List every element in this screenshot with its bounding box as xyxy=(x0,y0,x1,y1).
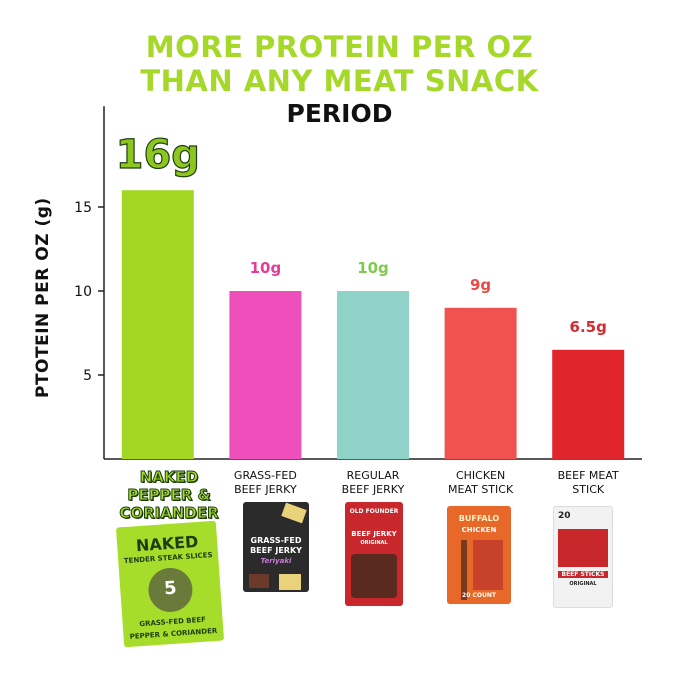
bar-2 xyxy=(337,291,409,459)
grass-fed-package-line-2: BEEF JERKY xyxy=(250,546,302,555)
data-label-1: 10g xyxy=(250,259,282,277)
regular-package-title: BEEF JERKY xyxy=(351,530,397,538)
chicken-stick-package: BUFFALO CHICKEN 20 COUNT xyxy=(447,506,511,604)
meat-stick-shape xyxy=(461,540,467,600)
chicken-package-title: CHICKEN xyxy=(461,526,497,534)
chicken-package-count: 20 COUNT xyxy=(462,592,496,599)
grass-fed-package-flavor: Teriyaki xyxy=(260,557,292,565)
data-label-0: 16g xyxy=(116,132,200,178)
data-label-2: 10g xyxy=(357,259,389,277)
naked-package: NAKED TENDER STEAK SLICES 5 GRASS-FED BE… xyxy=(115,520,225,648)
category-label-3-0: CHICKEN xyxy=(456,469,505,482)
regular-jerky-package: OLD FOUNDER BEEF JERKY ORIGINAL xyxy=(345,502,403,606)
bar-4 xyxy=(552,349,625,459)
category-label-2-0: REGULAR xyxy=(347,469,400,482)
chicken-package-brand: BUFFALO xyxy=(458,514,500,523)
chart-title-line-1: MORE PROTEIN PER OZ xyxy=(145,30,534,64)
beef-package-title: BEEF STICKS xyxy=(558,571,608,578)
category-label-1-0: GRASS-FED xyxy=(234,469,297,482)
data-label-3: 9g xyxy=(470,276,491,294)
naked-package-number: 5 xyxy=(163,577,178,600)
beef-package-count: 20 xyxy=(558,511,571,521)
y-tick-label-0: 5 xyxy=(83,368,92,384)
category-label-4-0: BEEF MEAT xyxy=(558,469,619,482)
regular-package-flavor: ORIGINAL xyxy=(360,540,388,546)
bar-1 xyxy=(229,291,302,459)
naked-label-line-2: PEPPER & xyxy=(127,486,211,505)
jerky-window-shape xyxy=(351,554,397,598)
naked-category-label: NAKED PEPPER & CORIANDER xyxy=(104,468,234,523)
y-tick-label-2: 15 xyxy=(74,200,92,216)
stick-pack-shape xyxy=(473,540,503,590)
category-label-1-1: BEEF JERKY xyxy=(234,483,297,496)
data-label-4: 6.5g xyxy=(570,318,607,336)
chart-title-line-2: THAN ANY MEAT SNACK xyxy=(140,64,539,98)
bar-3 xyxy=(444,307,517,459)
category-label-4-1: STICK xyxy=(572,483,605,496)
naked-label-line-3: CORIANDER xyxy=(119,504,219,523)
jerky-piece-shape xyxy=(281,502,307,524)
naked-package-flavor: PEPPER & CORIANDER xyxy=(129,626,218,641)
regular-package-brand: OLD FOUNDER xyxy=(349,508,399,515)
jerky-piece-shape-3 xyxy=(279,574,301,590)
chart-subtitle: PERIOD xyxy=(286,99,393,128)
bar-0 xyxy=(121,190,194,459)
category-label-2-1: BEEF JERKY xyxy=(342,483,405,496)
stick-rows-shape xyxy=(558,529,608,567)
beef-stick-package: 20 BEEF STICKS ORIGINAL xyxy=(553,506,613,608)
grass-fed-jerky-package: GRASS-FED BEEF JERKY Teriyaki xyxy=(243,502,309,592)
naked-label-line-1: NAKED xyxy=(139,468,199,487)
jerky-piece-shape-2 xyxy=(249,574,269,588)
category-label-3-1: MEAT STICK xyxy=(448,483,514,496)
beef-package-flavor: ORIGINAL xyxy=(569,581,597,587)
y-tick-label-1: 10 xyxy=(74,284,92,300)
grass-fed-package-line-1: GRASS-FED xyxy=(250,536,302,545)
